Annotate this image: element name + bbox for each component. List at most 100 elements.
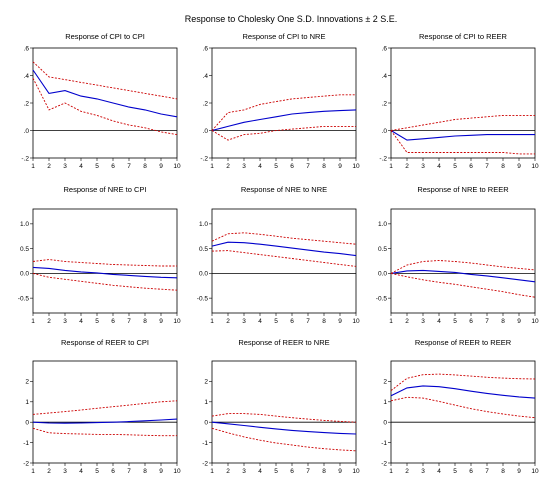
lower-band-line bbox=[390, 272, 536, 298]
x-tick-label: 7 bbox=[306, 163, 310, 170]
x-tick-label: 5 bbox=[95, 318, 99, 325]
x-tick-label: 1 bbox=[389, 468, 393, 475]
y-tick-label: 1 bbox=[383, 399, 387, 406]
panel-title: Response of NRE to CPI bbox=[64, 185, 147, 194]
irf-panel: Response of NRE to CPI -0.5 0.0 0.5 1.0 1 2 3 4 5… bbox=[18, 185, 181, 325]
plot-frame bbox=[390, 208, 536, 314]
upper-band-line bbox=[32, 61, 178, 100]
y-tick-label: .4 bbox=[203, 73, 209, 80]
y-tick-label: 0 bbox=[383, 420, 387, 427]
response-line bbox=[32, 418, 178, 424]
panel-title: Response of REER to NRE bbox=[238, 338, 329, 347]
lower-band-line bbox=[390, 396, 536, 419]
x-tick-label: 3 bbox=[63, 468, 67, 475]
x-tick-label: 6 bbox=[111, 318, 115, 325]
x-tick-label: 8 bbox=[501, 163, 505, 170]
response-line bbox=[211, 109, 357, 132]
lower-band-line bbox=[211, 250, 357, 267]
y-tick-label: 0.5 bbox=[20, 246, 29, 253]
y-tick-label: .4 bbox=[24, 73, 30, 80]
y-tick-label: 1.0 bbox=[378, 221, 387, 228]
x-tick-label: 3 bbox=[242, 468, 246, 475]
x-tick-label: 8 bbox=[501, 318, 505, 325]
plot-frame bbox=[32, 47, 178, 159]
x-tick-label: 8 bbox=[143, 318, 147, 325]
x-tick-label: 5 bbox=[274, 468, 278, 475]
x-tick-label: 4 bbox=[258, 318, 262, 325]
y-tick-label: .4 bbox=[382, 73, 388, 80]
y-tick-label: -0.5 bbox=[376, 295, 388, 302]
x-tick-label: 2 bbox=[47, 318, 51, 325]
y-tick-label: -1 bbox=[23, 440, 29, 447]
y-tick-label: -2 bbox=[381, 460, 387, 467]
x-tick-label: 10 bbox=[352, 318, 360, 325]
upper-band-line bbox=[211, 94, 356, 131]
y-tick-label: 1 bbox=[25, 399, 29, 406]
panel-title: Response of CPI to REER bbox=[419, 32, 508, 41]
x-tick-label: 2 bbox=[47, 468, 51, 475]
lower-band-line bbox=[211, 125, 356, 141]
x-tick-label: 2 bbox=[405, 468, 409, 475]
x-tick-label: 1 bbox=[31, 318, 35, 325]
upper-band-line bbox=[390, 373, 536, 391]
upper-band-line bbox=[211, 232, 357, 245]
y-tick-label: .0 bbox=[203, 128, 209, 135]
y-tick-label: 1.0 bbox=[199, 221, 208, 228]
irf-panel: Response of NRE to NRE -0.5 0.0 0.5 1.0 1 2 3 4 5… bbox=[197, 185, 360, 325]
x-tick-label: 10 bbox=[352, 468, 360, 475]
x-tick-label: 7 bbox=[485, 318, 489, 325]
plot-frame bbox=[211, 208, 357, 314]
y-tick-label: .2 bbox=[382, 100, 388, 107]
x-tick-label: 6 bbox=[290, 318, 294, 325]
irf-panel: Response of CPI to CPI -.2 .0 .2 .4 .6 1 2 3 4 5 6 7… bbox=[21, 32, 181, 170]
x-tick-label: 3 bbox=[421, 318, 425, 325]
x-tick-label: 3 bbox=[242, 318, 246, 325]
y-tick-label: -0.5 bbox=[18, 295, 30, 302]
irf-panel: Response of REER to CPI -2 -1 0 1 2 1 2 3 4 5 6 7 8 9 1… bbox=[23, 338, 181, 475]
x-tick-label: 8 bbox=[322, 163, 326, 170]
y-tick-label: -0.5 bbox=[197, 295, 209, 302]
x-tick-label: 6 bbox=[111, 163, 115, 170]
lower-band-line bbox=[32, 272, 178, 291]
x-tick-label: 10 bbox=[531, 318, 539, 325]
panel-title: Response of CPI to NRE bbox=[243, 32, 326, 41]
x-tick-label: 7 bbox=[485, 468, 489, 475]
x-tick-label: 7 bbox=[485, 163, 489, 170]
x-tick-label: 7 bbox=[127, 318, 131, 325]
response-line bbox=[211, 421, 357, 435]
x-tick-label: 10 bbox=[173, 318, 181, 325]
x-tick-label: 7 bbox=[306, 468, 310, 475]
x-tick-label: 5 bbox=[95, 468, 99, 475]
x-tick-label: 1 bbox=[31, 163, 35, 170]
y-tick-label: 1.0 bbox=[20, 221, 29, 228]
y-tick-label: 0.0 bbox=[378, 271, 387, 278]
figure-title: Response to Cholesky One S.D. Innovation… bbox=[185, 14, 398, 24]
x-tick-label: 9 bbox=[159, 318, 163, 325]
x-tick-label: 1 bbox=[210, 163, 214, 170]
y-tick-label: .0 bbox=[382, 128, 388, 135]
lower-band-line bbox=[32, 427, 177, 437]
x-tick-label: 9 bbox=[338, 163, 342, 170]
upper-band-line bbox=[32, 259, 177, 267]
x-tick-label: 4 bbox=[437, 163, 441, 170]
plot-frame bbox=[32, 208, 178, 314]
x-tick-label: 1 bbox=[210, 318, 214, 325]
x-tick-label: 9 bbox=[517, 163, 521, 170]
plot-frame bbox=[211, 360, 357, 464]
y-tick-label: 2 bbox=[383, 379, 387, 386]
x-tick-label: 9 bbox=[159, 163, 163, 170]
x-tick-label: 8 bbox=[143, 468, 147, 475]
y-tick-label: -.2 bbox=[200, 155, 208, 162]
x-tick-label: 1 bbox=[210, 468, 214, 475]
upper-band-line bbox=[211, 413, 357, 423]
x-tick-label: 6 bbox=[469, 318, 473, 325]
x-tick-label: 9 bbox=[159, 468, 163, 475]
x-tick-label: 6 bbox=[111, 468, 115, 475]
x-tick-label: 7 bbox=[127, 163, 131, 170]
x-tick-label: 6 bbox=[290, 163, 294, 170]
x-tick-label: 9 bbox=[338, 468, 342, 475]
upper-band-line bbox=[32, 400, 178, 415]
response-line bbox=[390, 269, 536, 283]
x-tick-label: 10 bbox=[173, 468, 181, 475]
